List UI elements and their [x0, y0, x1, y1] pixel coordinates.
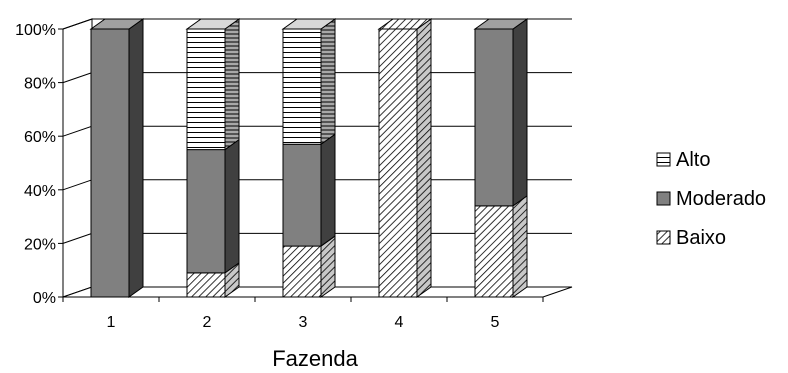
- x-tick-label: 3: [299, 314, 308, 331]
- legend-swatch: [656, 230, 671, 245]
- bar-segment-side: [512, 194, 528, 298]
- bar-segment: [474, 205, 514, 298]
- bar-top: [473, 18, 529, 30]
- bar-segment-side: [224, 18, 240, 151]
- bar-segment-side: [320, 235, 336, 298]
- bar-top: [281, 18, 337, 30]
- bar-segment-side: [320, 133, 336, 248]
- bar-top: [377, 18, 433, 30]
- bar-segment: [282, 245, 322, 298]
- bar-segment-side: [128, 18, 144, 298]
- y-tick-label: 60%: [24, 129, 56, 146]
- y-tick-label: 40%: [24, 183, 56, 200]
- x-tick-label: 5: [491, 314, 500, 331]
- bar-segment: [186, 272, 226, 298]
- legend-label: Alto: [676, 149, 710, 171]
- legend-swatch: [656, 191, 671, 206]
- y-tick-label: 80%: [24, 76, 56, 93]
- bar-segment: [186, 28, 226, 151]
- gridline-side: [62, 125, 93, 137]
- gridline-side: [62, 72, 93, 84]
- x-tick-label: 1: [107, 314, 116, 331]
- bar-segment-side: [416, 18, 432, 298]
- bar-segment: [474, 28, 514, 207]
- bar-segment-side: [224, 138, 240, 274]
- bar-stack: [281, 18, 337, 298]
- bar-top: [185, 18, 241, 30]
- x-tick-label: 4: [395, 314, 404, 331]
- y-tick-label: 0%: [33, 290, 56, 307]
- bar-segment-side: [512, 18, 528, 207]
- gridline-side: [62, 232, 93, 244]
- legend-label: Baixo: [676, 227, 726, 249]
- bar-stack: [185, 18, 241, 298]
- legend-label: Moderado: [676, 188, 766, 210]
- legend-swatch: [656, 152, 671, 167]
- bar-stack: [377, 18, 433, 298]
- bar-top: [89, 18, 145, 30]
- y-tick-label: 20%: [24, 236, 56, 253]
- bars: [89, 18, 529, 298]
- bar-segment: [378, 28, 418, 298]
- gridline-side: [62, 18, 93, 30]
- bar-segment-side: [320, 18, 336, 146]
- bar-segment: [282, 28, 322, 145]
- bar-segment: [186, 149, 226, 274]
- x-axis-title: Fazenda: [272, 346, 358, 371]
- y-tick-label: 100%: [15, 22, 56, 39]
- side-wall: [62, 18, 93, 298]
- legend: Alto Moderado Baixo: [656, 149, 766, 249]
- bar-stack: [89, 18, 145, 298]
- bar-segment: [90, 28, 130, 298]
- bar-segment: [282, 143, 322, 247]
- gridline-side: [62, 179, 93, 191]
- x-tick-label: 2: [203, 314, 212, 331]
- tick-labels: 0% 20% 40% 60% 80% 100% 1 2 3 4 5: [15, 22, 499, 331]
- bar-stack: [473, 18, 529, 298]
